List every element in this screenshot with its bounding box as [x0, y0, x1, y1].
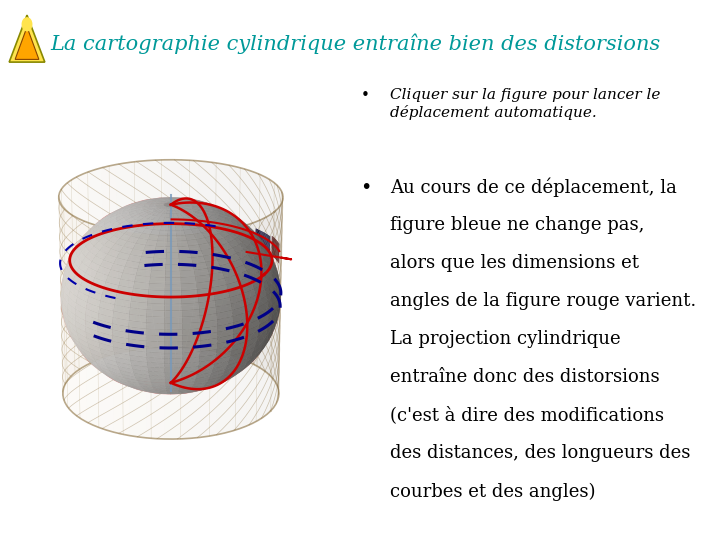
Text: Cliquer sur la figure pour lancer le
déplacement automatique.: Cliquer sur la figure pour lancer le dép…	[390, 88, 660, 119]
Text: •: •	[360, 88, 369, 103]
Text: alors que les dimensions et: alors que les dimensions et	[390, 254, 639, 272]
Circle shape	[22, 18, 32, 31]
Polygon shape	[15, 27, 39, 59]
Text: courbes et des angles): courbes et des angles)	[390, 483, 595, 501]
Text: des distances, des longueurs des: des distances, des longueurs des	[390, 444, 690, 462]
Text: figure bleue ne change pas,: figure bleue ne change pas,	[390, 216, 644, 234]
Text: angles de la figure rouge varient.: angles de la figure rouge varient.	[390, 292, 696, 310]
Text: La projection cylindrique: La projection cylindrique	[390, 330, 621, 348]
Text: entraîne donc des distorsions: entraîne donc des distorsions	[390, 368, 660, 386]
Text: •: •	[360, 178, 372, 197]
Text: La cartographie cylindrique entraîne bien des distorsions: La cartographie cylindrique entraîne bie…	[50, 33, 661, 53]
Text: Au cours de ce déplacement, la: Au cours de ce déplacement, la	[390, 178, 677, 197]
Text: (c'est à dire des modifications: (c'est à dire des modifications	[390, 406, 664, 424]
Polygon shape	[9, 15, 45, 62]
